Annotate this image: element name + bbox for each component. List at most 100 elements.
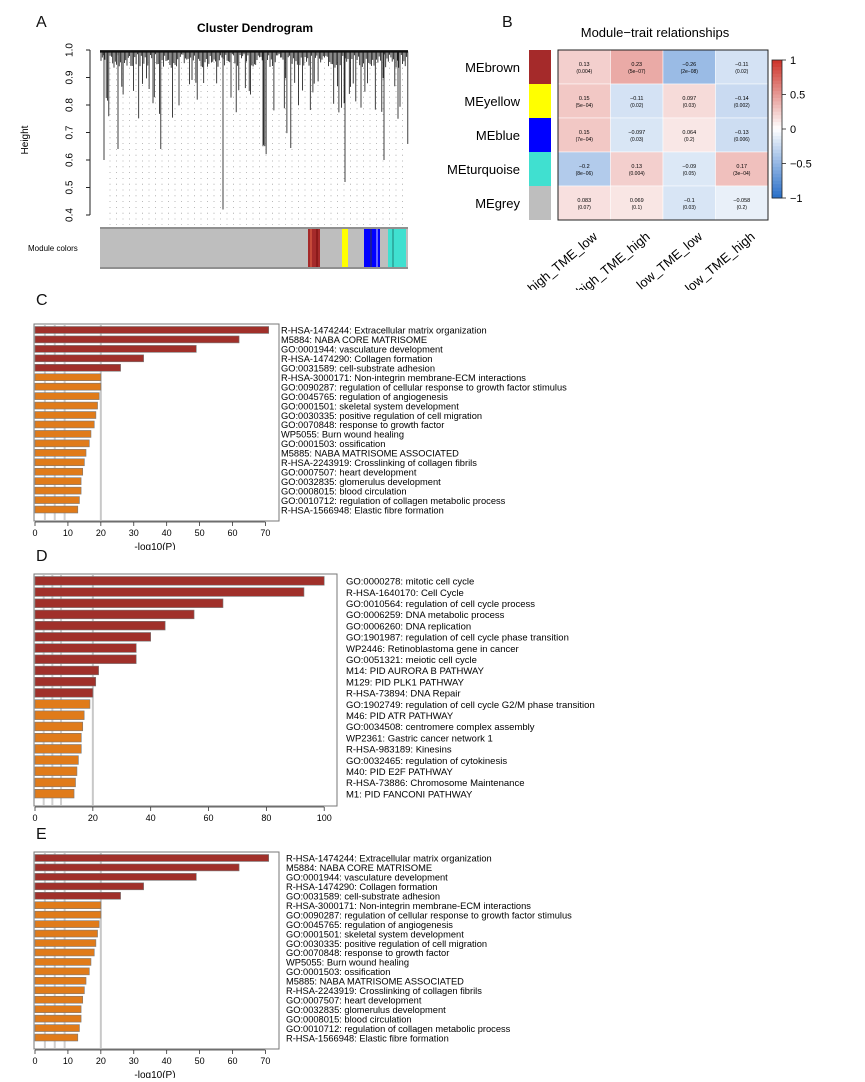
bar-category-label: R-HSA-3000171: Non-integrin membrane-ECM… — [286, 901, 531, 911]
heatmap-cell-pvalue: (0.004) — [629, 171, 645, 177]
heatmap-cell-value: −0.097 — [628, 130, 645, 136]
legend-tick-label: −1 — [790, 193, 803, 205]
bar-category-label: M5884: NABA CORE MATRISOME — [286, 863, 432, 873]
legend-swatch — [772, 187, 782, 192]
heatmap-cell-value: −0.2 — [579, 164, 590, 170]
bar-category-label: R-HSA-73894: DNA Repair — [346, 689, 461, 700]
bar — [34, 1033, 79, 1042]
bar-category-label: GO:0030335: positive regulation of cell … — [281, 411, 482, 421]
bar-category-label: GO:0010712: regulation of collagen metab… — [286, 1024, 511, 1034]
bar-category-label: GO:0032465: regulation of cytokinesis — [346, 756, 507, 767]
bar — [34, 863, 240, 872]
bar — [34, 401, 98, 410]
heatmap-cell-value: 0.083 — [577, 198, 591, 204]
bar — [34, 882, 144, 891]
bar-category-label: GO:0032835: glomerulus development — [286, 1005, 446, 1015]
legend-swatch — [772, 60, 782, 64]
bar-x-tick-label: 20 — [96, 1056, 106, 1066]
heatmap-cell — [610, 151, 664, 187]
legend-swatch — [772, 77, 782, 82]
legend-swatch — [772, 84, 782, 89]
heatmap-cell-pvalue: (0.2) — [684, 137, 695, 143]
heatmap-cell-value: −0.13 — [735, 130, 749, 136]
bar — [34, 939, 97, 947]
bar-category-label: GO:1901987: regulation of cell cycle pha… — [346, 633, 569, 644]
legend-swatch — [772, 111, 782, 116]
legend-swatch — [772, 135, 782, 140]
bar-category-label: GO:0001503: ossification — [281, 439, 385, 449]
bar — [34, 609, 195, 620]
dendrogram-ytick-label: 1.0 — [65, 43, 76, 57]
heatmap-cell — [715, 49, 769, 85]
bar — [34, 854, 270, 862]
heatmap-cell — [715, 83, 769, 119]
bar — [34, 977, 87, 985]
color-band-grey — [406, 229, 408, 267]
bar-category-label: GO:0031589: cell-substrate adhesion — [281, 364, 435, 374]
bar — [34, 587, 305, 597]
module-colors-label: Module colors — [28, 244, 78, 253]
bar-category-label: M5885: NABA MATRISOME ASSOCIATED — [281, 449, 459, 459]
legend-swatch — [772, 80, 782, 85]
heatmap-cell-value: 0.069 — [630, 198, 644, 204]
dendrogram-ytick-label: 0.8 — [65, 98, 76, 112]
legend-swatch — [772, 156, 782, 161]
bar-chart-d: GO:0000278: mitotic cell cycleR-HSA-1640… — [32, 573, 595, 823]
bar-category-label: M1: PID FANCONI PATHWAY — [346, 789, 473, 800]
bar-x-tick-label: 30 — [129, 528, 139, 538]
panel-letter-d: D — [36, 548, 48, 565]
bar — [34, 948, 95, 957]
heatmap-column-labels: Cup_high_TME_lowCup_high_TME_highCup_low… — [501, 228, 758, 290]
bar-category-label: WP5055: Burn wound healing — [281, 430, 404, 440]
bar-category-label: R-HSA-1640170: Cell Cycle — [346, 588, 464, 599]
bar-category-label: GO:0001944: vasculature development — [281, 345, 443, 355]
bar — [34, 910, 102, 919]
heatmap-cell-value: 0.15 — [579, 96, 590, 102]
heatmap-cell-value: 0.13 — [579, 62, 590, 68]
bar-category-label: GO:0030335: positive regulation of cell … — [286, 939, 487, 949]
bar-x-tick-label: 100 — [317, 813, 332, 823]
bar-plot-frame — [33, 323, 280, 522]
bar-category-label: R-HSA-1474290: Collagen formation — [281, 354, 432, 364]
heatmap-cell — [715, 185, 769, 221]
heatmap-panel: Module−trait relationships MEbrown MEyell… — [447, 25, 812, 290]
bar-plot-frame — [33, 851, 280, 1050]
color-band-brown — [308, 229, 320, 267]
legend-swatch — [772, 118, 782, 123]
heatmap-row-swatch — [529, 50, 551, 84]
bar — [34, 363, 121, 372]
heatmap-cell-value: 0.15 — [579, 130, 590, 136]
bar-category-label: GO:0031589: cell-substrate adhesion — [286, 892, 440, 902]
bar — [34, 620, 166, 631]
legend-swatch — [772, 191, 782, 196]
bar-x-tick-label: 40 — [162, 1056, 172, 1066]
bar-category-label: GO:0070848: response to growth factor — [286, 948, 449, 958]
heatmap-row-swatch — [529, 84, 551, 118]
legend-swatch — [772, 194, 782, 199]
heatmap-cell — [715, 117, 769, 153]
heatmap-cell-pvalue: (8e−06) — [576, 171, 594, 177]
bar-category-label: R-HSA-3000171: Non-integrin membrane-ECM… — [281, 373, 526, 383]
bar — [34, 486, 82, 495]
legend-swatch — [772, 91, 782, 95]
bar — [34, 721, 84, 732]
legend-swatch — [772, 149, 782, 154]
bar-x-tick-label: 50 — [195, 528, 205, 538]
bar-x-tick-label: 30 — [129, 1056, 139, 1066]
bar-category-label: M5885: NABA MATRISOME ASSOCIATED — [286, 977, 464, 987]
heatmap-cell-value: −0.1 — [684, 198, 695, 204]
legend-swatch — [772, 63, 782, 68]
bar — [34, 986, 85, 995]
heatmap-cell — [662, 83, 716, 119]
bar — [34, 677, 97, 687]
bar — [34, 439, 90, 448]
legend-swatch — [772, 180, 782, 185]
heatmap-cell-pvalue: (2e−08) — [681, 69, 699, 75]
bar — [34, 477, 82, 485]
dendrogram-ytick-label: 0.4 — [65, 208, 76, 222]
bar — [34, 744, 82, 754]
bar-x-axis-label: -log10(P) — [134, 542, 175, 550]
bar — [34, 929, 98, 938]
heatmap-row-label: MEblue — [476, 128, 520, 143]
bar-category-label: GO:0051321: meiotic cell cycle — [346, 655, 477, 666]
